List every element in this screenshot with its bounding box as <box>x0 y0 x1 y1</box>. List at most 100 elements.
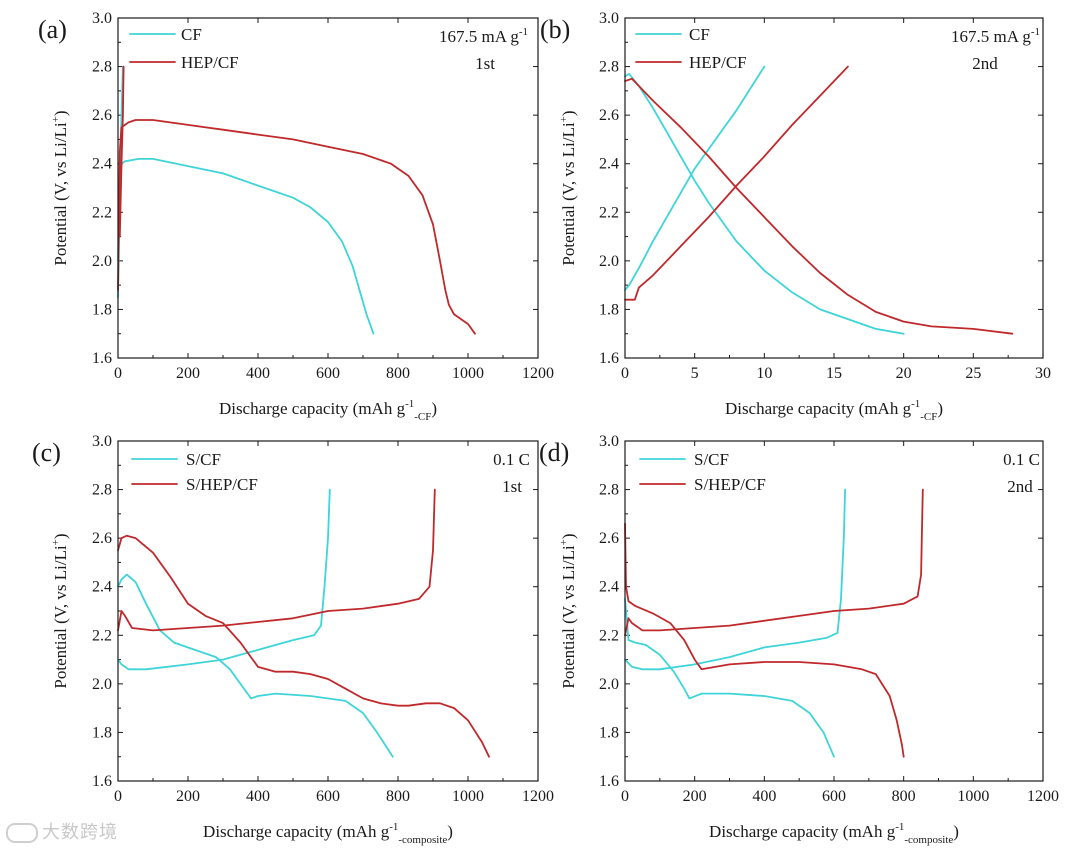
panel-b-x-tick-label: 15 <box>826 365 842 382</box>
panel-c-y-tick-label: 3.0 <box>92 433 112 450</box>
panel-a: (a) 0 200 400 600 800 1000 1200 1.6 1.8 2.0 2.2 2.4… <box>38 10 554 423</box>
panel-a-x-tick-label: 400 <box>246 365 270 382</box>
panel-a-curve-hep-cf-charge <box>118 65 125 238</box>
panel-a-rate-annotation: 167.5 mA g-1 <box>439 26 528 46</box>
legend-label-s-hep-cf: S/HEP/CF <box>694 475 766 494</box>
panel-d-y-axis-title: Potential (V, vs Li/Li+) <box>558 533 578 688</box>
panel-c-x-tick-label: 200 <box>176 788 200 805</box>
panel-a-y-tick-label: 2.8 <box>92 59 112 76</box>
panel-d-x-tick-label: 200 <box>683 788 707 805</box>
panel-d-x-axis-title: Discharge capacity (mAh g-1-composite) <box>709 821 959 846</box>
panel-a-x-tick-label: 200 <box>176 365 200 382</box>
panel-c-cycle-annotation: 1st <box>502 477 522 496</box>
legend-label-cf: CF <box>689 25 710 44</box>
panel-a-cycle-annotation: 1st <box>475 54 495 73</box>
panel-a-y-axis-title: Potential (V, vs Li/Li+) <box>50 110 70 265</box>
panel-b-y-tick-label: 3.0 <box>599 10 619 27</box>
panel-d-x-tick-label: 0 <box>621 788 629 805</box>
panel-d-x-tick-label: 600 <box>822 788 846 805</box>
panel-b-curve-hep-cf-discharge <box>624 77 1014 335</box>
panel-b-x-tick-label: 0 <box>621 365 629 382</box>
panel-d-y-tick-label: 2.4 <box>599 579 619 596</box>
panel-b-y-tick-label: 2.2 <box>599 204 619 221</box>
panel-c-x-tick-label: 0 <box>114 788 122 805</box>
panel-c-x-tick-label: 1000 <box>452 788 484 805</box>
panel-d-x-tick-label: 1000 <box>957 788 989 805</box>
panel-c-y-tick-label: 1.8 <box>92 724 112 741</box>
watermark: 大数跨境 <box>6 818 118 844</box>
panel-c-curves <box>117 488 490 758</box>
panel-a-legend: CF HEP/CF <box>129 25 239 72</box>
panel-d-y-tick-label: 2.2 <box>599 627 619 644</box>
panel-b-y-axis-title: Potential (V, vs Li/Li+) <box>558 110 578 265</box>
panel-a-y-tick-label: 2.6 <box>92 107 112 124</box>
panel-d-x-tick-label: 1200 <box>1027 788 1059 805</box>
panel-a-x-tick-label: 1200 <box>522 365 554 382</box>
panel-c-curve-s-hep-cf-discharge <box>117 534 490 758</box>
panel-d-curve-s-cf-discharge <box>624 598 835 758</box>
panel-d-y-tick-label: 1.8 <box>599 724 619 741</box>
legend-label-s-cf: S/CF <box>186 450 221 469</box>
panel-b-letter: (b) <box>540 15 570 44</box>
panel-b-cycle-annotation: 2nd <box>972 54 998 73</box>
legend-label-hep-cf: HEP/CF <box>181 53 239 72</box>
panel-d-rate-annotation: 0.1 C <box>1003 450 1040 469</box>
panel-b-ticks: 0 5 10 15 20 25 30 1.6 1.8 2.0 2.2 2.4 2.6 2.8 3.0 <box>599 10 1051 382</box>
panel-c-x-axis-title: Discharge capacity (mAh g-1-composite) <box>203 821 453 846</box>
panel-b-x-tick-label: 5 <box>691 365 699 382</box>
panel-c-letter: (c) <box>32 438 61 467</box>
panel-b-y-tick-label: 2.0 <box>599 253 619 270</box>
panel-b-y-tick-label: 2.8 <box>599 59 619 76</box>
panel-a-letter: (a) <box>38 15 67 44</box>
panel-b-curve-hep-cf-charge <box>624 65 849 301</box>
panel-b-y-tick-label: 1.6 <box>599 350 619 367</box>
panel-c: (c) 0 200 400 600 800 1000 1200 1.6 1.8 2.0 2.2 2.4… <box>32 433 554 846</box>
panel-a-y-tick-label: 1.6 <box>92 350 112 367</box>
panel-b-y-tick-label: 2.6 <box>599 107 619 124</box>
panel-c-y-tick-label: 2.2 <box>92 627 112 644</box>
panel-b-x-tick-label: 25 <box>965 365 981 382</box>
panel-c-y-tick-label: 2.8 <box>92 482 112 499</box>
legend-label-s-hep-cf: S/HEP/CF <box>186 475 258 494</box>
panel-b-x-tick-label: 20 <box>896 365 912 382</box>
panel-a-y-tick-label: 3.0 <box>92 10 112 27</box>
panel-d-plot-frame <box>624 440 1044 782</box>
watermark-logo-icon <box>6 823 38 843</box>
panel-a-x-tick-label: 600 <box>316 365 340 382</box>
panel-a-x-axis-title: Discharge capacity (mAh g-1-CF) <box>219 398 437 423</box>
panel-c-x-tick-label: 400 <box>246 788 270 805</box>
panel-a-curve-cf-discharge <box>117 158 375 335</box>
panel-d-y-tick-label: 2.8 <box>599 482 619 499</box>
panel-c-y-tick-label: 2.0 <box>92 676 112 693</box>
panel-d-x-tick-label: 800 <box>892 788 916 805</box>
panel-d-letter: (d) <box>539 438 569 467</box>
panel-a-plot-frame <box>117 17 539 359</box>
panel-c-y-tick-label: 2.4 <box>92 579 112 596</box>
panel-c-plot-frame <box>117 440 539 782</box>
panel-d-y-tick-label: 1.6 <box>599 773 619 790</box>
panel-d-y-tick-label: 2.6 <box>599 530 619 547</box>
panel-d-legend: S/CF S/HEP/CF <box>639 450 766 494</box>
panel-a-y-tick-label: 1.8 <box>92 301 112 318</box>
panel-a-curves <box>117 65 476 335</box>
panel-a-x-tick-label: 1000 <box>452 365 484 382</box>
panel-b-curves <box>624 65 1014 335</box>
panel-b-x-tick-label: 30 <box>1035 365 1051 382</box>
panel-d-curve-s-cf-charge <box>624 488 846 671</box>
panel-d-x-tick-label: 400 <box>752 788 776 805</box>
panel-a-x-tick-label: 800 <box>386 365 410 382</box>
watermark-text: 大数跨境 <box>42 822 118 843</box>
panel-d: (d) 0 200 400 600 800 1000 1200 1.6 1.8 2.0 2.2 2.4… <box>539 433 1059 846</box>
panel-b-curve-cf-discharge <box>624 73 905 335</box>
panel-c-x-tick-label: 800 <box>386 788 410 805</box>
panel-b-curve-cf-charge <box>624 65 766 291</box>
panel-b-legend: CF HEP/CF <box>635 25 747 72</box>
panel-d-curve-s-hep-cf-charge <box>624 488 924 637</box>
panel-c-x-tick-label: 1200 <box>522 788 554 805</box>
panel-c-y-tick-label: 1.6 <box>92 773 112 790</box>
panel-c-curve-s-hep-cf-charge <box>117 488 436 632</box>
panel-d-curves <box>624 488 924 758</box>
panel-c-curve-s-cf-discharge <box>117 573 394 758</box>
panel-a-y-tick-label: 2.2 <box>92 204 112 221</box>
